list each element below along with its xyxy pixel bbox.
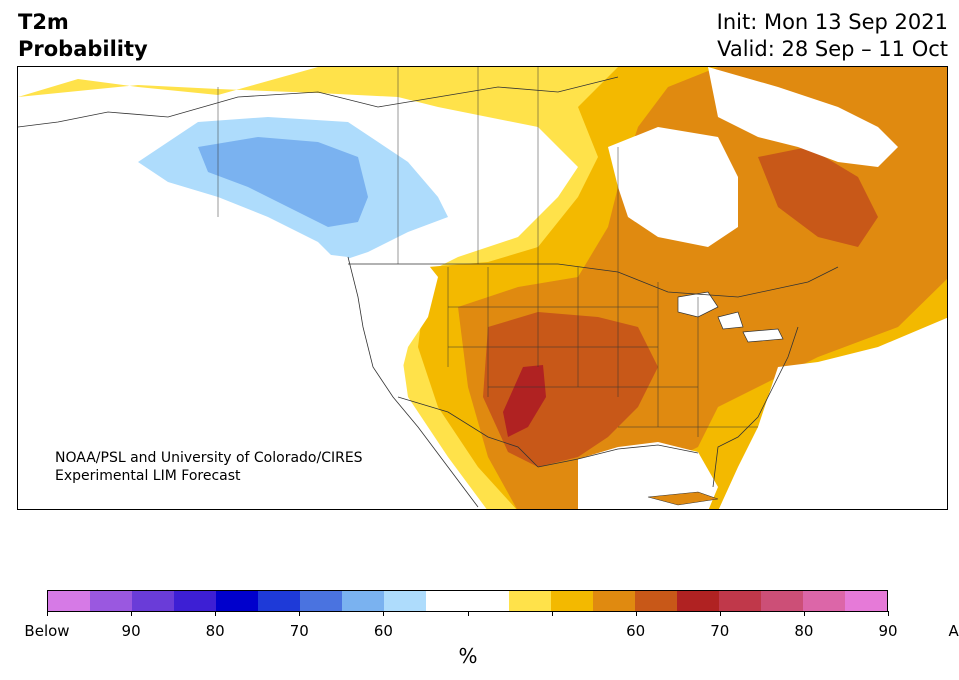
gulf-of-mexico [578, 442, 718, 509]
region-above-75 [503, 365, 546, 437]
colorbar-segment [593, 591, 636, 611]
region-neutral-west-us [358, 252, 438, 387]
init-date: Init: Mon 13 Sep 2021 [716, 10, 948, 34]
us-mexico-border [397, 396, 539, 468]
colorbar-tick [467, 611, 469, 616]
gulf-coast [537, 444, 699, 468]
atlantic-ocean [718, 317, 947, 509]
colorbar-tick-label: 60 [373, 622, 393, 640]
colorbar [47, 590, 888, 612]
colorbar-segment [719, 591, 762, 611]
north-coast [18, 76, 619, 128]
colorbar-segment [299, 591, 342, 611]
colorbar-tick [299, 611, 301, 616]
colorbar-segment [215, 591, 258, 611]
region-neutral-northwest [18, 97, 168, 187]
colorbar-unit: % [458, 644, 478, 668]
colorbar-segment [383, 591, 426, 611]
hudson-bay [608, 127, 738, 247]
great-lakes [677, 291, 784, 343]
region-above-70-quebec [758, 147, 878, 247]
colorbar-tick-label: Above [948, 622, 959, 640]
colorbar-tick [131, 611, 133, 616]
title-product: Probability [18, 37, 148, 61]
colorbar-segment [89, 591, 132, 611]
valid-period: Valid: 28 Sep – 11 Oct [717, 37, 948, 61]
colorbar-segment [677, 591, 720, 611]
colorbar-segment [257, 591, 300, 611]
colorbar-segment [48, 591, 90, 611]
colorbar-tick [383, 611, 385, 616]
title-variable: T2m [18, 10, 69, 34]
east-coast [712, 326, 799, 488]
region-below-60 [198, 137, 368, 227]
attribution-line1: NOAA/PSL and University of Colorado/CIRE… [55, 450, 363, 466]
colorbar-segment [551, 591, 594, 611]
colorbar-tick [215, 611, 217, 616]
colorbar-tick-label: 90 [121, 622, 141, 640]
probability-map [17, 66, 948, 510]
colorbar-segment [509, 591, 552, 611]
colorbar-tick-label: 70 [289, 622, 309, 640]
colorbar-segment [341, 591, 384, 611]
colorbar-tick-label: 80 [205, 622, 225, 640]
attribution: NOAA/PSL and University of Colorado/CIRE… [55, 449, 363, 485]
colorbar-tick-label: 90 [878, 622, 898, 640]
state-lines [447, 264, 758, 437]
colorbar-segment [845, 591, 888, 611]
region-above-70 [483, 312, 658, 467]
cuba [647, 491, 719, 506]
colorbar-tick-label: 60 [626, 622, 646, 640]
colorbar-tick [888, 611, 889, 616]
colorbar-tick [635, 611, 637, 616]
colorbar-tick [719, 611, 721, 616]
colorbar-segment [803, 591, 846, 611]
arctic-waters [708, 67, 898, 167]
colorbar-segment [467, 591, 510, 611]
map-title: T2m Probability [18, 9, 148, 63]
colorbar-tick [803, 611, 805, 616]
pacific-ocean [18, 217, 477, 509]
colorbar-segment [761, 591, 804, 611]
colorbar-tick-label: 70 [710, 622, 730, 640]
colorbar-tick-label: Below [24, 622, 70, 640]
colorbar-segment [131, 591, 174, 611]
colorbar-segment [425, 591, 468, 611]
attribution-line2: Experimental LIM Forecast [55, 468, 241, 484]
map-canvas [18, 67, 947, 509]
colorbar-tick-label: 80 [794, 622, 814, 640]
colorbar-segment [635, 591, 678, 611]
colorbar-segment [173, 591, 216, 611]
boundaries [18, 67, 839, 508]
west-coast [347, 256, 479, 508]
colorbar-tick [551, 611, 553, 616]
colorbar-tick [47, 611, 48, 616]
forecast-dates: Init: Mon 13 Sep 2021 Valid: 28 Sep – 11… [717, 9, 948, 63]
province-lines [397, 67, 619, 272]
us-canada-border [348, 263, 839, 298]
